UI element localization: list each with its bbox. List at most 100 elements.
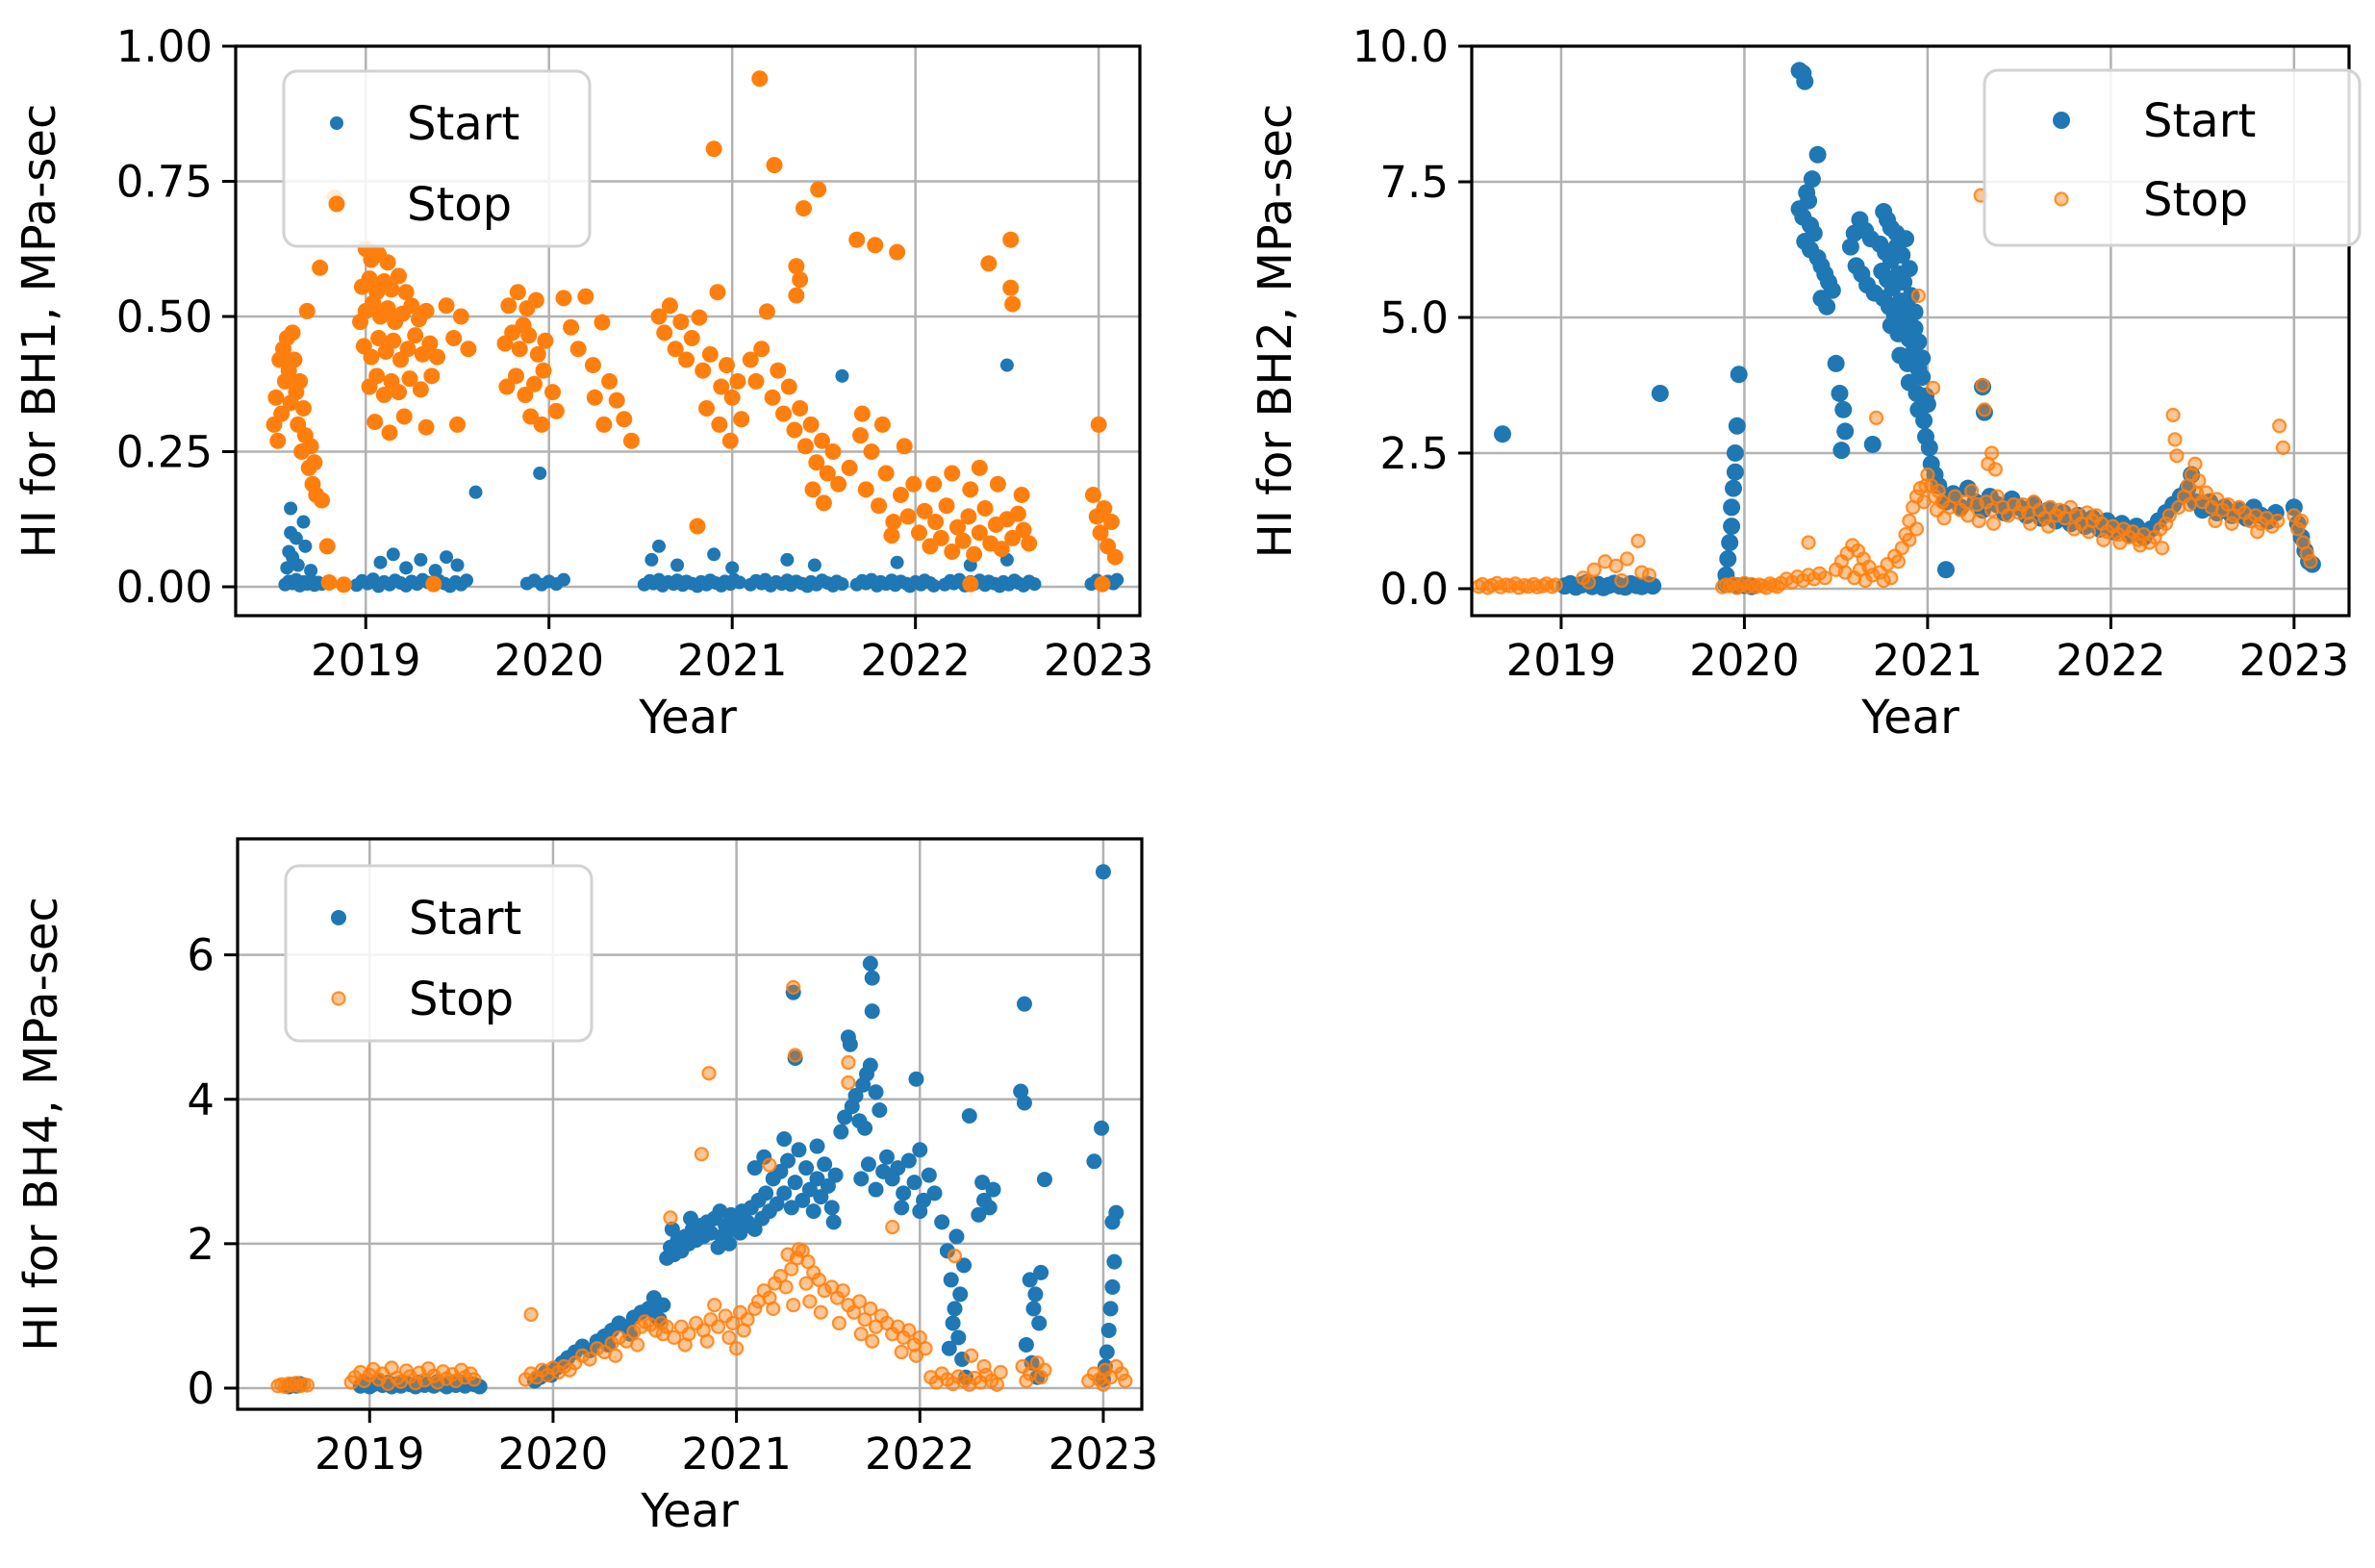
data-point-start — [1975, 403, 1993, 421]
data-point-stop — [905, 475, 922, 493]
data-point-start — [868, 1084, 884, 1100]
subplot-bh2: 2019 2020 2021 2022 2023 0.0 2.5 5.0 7.5 10.0 Year… — [1249, 21, 2362, 745]
data-point-start — [1651, 384, 1669, 402]
data-point-start — [783, 1200, 799, 1216]
data-point-start — [795, 1192, 811, 1208]
data-point-start — [890, 1160, 906, 1176]
data-point-stop — [1926, 380, 1941, 395]
data-point-stop — [2096, 532, 2111, 547]
data-point-stop — [537, 332, 554, 349]
data-point-start — [386, 547, 400, 562]
data-point-stop — [460, 341, 477, 358]
data-point-start — [912, 1142, 928, 1158]
data-point-start — [1721, 534, 1739, 552]
data-point-stop — [1090, 416, 1107, 433]
data-point-start — [1719, 549, 1737, 568]
data-point-start — [908, 1071, 924, 1087]
data-point-start — [1836, 422, 1855, 441]
x-tick-label: 2023 — [2239, 635, 2350, 686]
data-point-stop — [2275, 440, 2291, 455]
data-point-start — [1013, 1083, 1029, 1100]
data-point-start — [1936, 561, 1955, 579]
data-point-start — [471, 1378, 488, 1395]
data-point-start — [280, 561, 294, 575]
data-point-stop — [764, 389, 781, 406]
y-axis-label: HI for BH1, MPa-sec — [13, 104, 66, 559]
data-point-stop — [1983, 445, 2000, 461]
data-point-start — [1895, 273, 1913, 291]
data-point-stop — [2167, 432, 2183, 447]
x-axis-label: Year — [640, 1484, 739, 1538]
data-point-stop — [1586, 562, 1602, 577]
data-point-start — [725, 561, 740, 575]
data-point-stop — [1002, 231, 1020, 248]
data-point-stop — [841, 459, 858, 476]
data-point-stop — [1608, 558, 1624, 573]
data-point-stop — [683, 329, 700, 346]
data-point-start — [289, 531, 303, 545]
data-point-stop — [871, 497, 888, 515]
data-point-stop — [916, 502, 933, 519]
data-point-stop — [391, 267, 408, 285]
data-point-start — [1016, 1095, 1032, 1111]
data-point-stop — [299, 1378, 316, 1393]
data-point-stop — [421, 335, 439, 352]
data-point-start — [1831, 384, 1849, 402]
data-point-stop — [877, 465, 895, 482]
data-point-stop — [1964, 483, 1980, 499]
subplot-bh4: 2019 2020 2021 2022 2023 0 2 4 6 Year HI for BH4, … — [14, 837, 1158, 1538]
data-point-stop — [948, 518, 966, 536]
data-point-stop — [273, 405, 291, 422]
data-point-start — [296, 515, 311, 529]
data-point-stop — [582, 1352, 597, 1367]
data-point-start — [1086, 1153, 1102, 1170]
data-point-stop — [1971, 513, 1986, 529]
data-point-start — [809, 1138, 825, 1154]
legend-marker-stop-icon — [328, 195, 345, 213]
data-point-start — [864, 970, 880, 986]
data-point-stop — [947, 1249, 963, 1264]
data-point-stop — [989, 1377, 1004, 1392]
data-point-stop — [314, 492, 331, 509]
data-point-stop — [899, 508, 917, 525]
data-point-stop — [938, 497, 955, 515]
data-point-stop — [729, 1341, 745, 1356]
data-point-stop — [2290, 521, 2306, 537]
legend-marker-stop-icon — [2054, 191, 2069, 207]
data-point-stop — [1908, 521, 1925, 537]
data-point-stop — [438, 297, 455, 315]
data-point-stop — [656, 324, 673, 341]
data-point-stop — [711, 416, 728, 433]
data-point-stop — [335, 576, 352, 594]
data-point-stop — [705, 140, 722, 158]
data-point-stop — [577, 288, 594, 305]
data-point-stop — [813, 1304, 828, 1320]
data-point-stop — [770, 362, 787, 379]
data-point-stop — [630, 1337, 645, 1353]
data-point-stop — [993, 1364, 1008, 1380]
y-tick-label: 1.00 — [116, 21, 213, 72]
legend-label-stop: Stop — [2143, 173, 2248, 227]
data-point-start — [664, 1221, 680, 1237]
data-point-stop — [375, 386, 392, 403]
data-point-stop — [1975, 377, 1990, 393]
data-point-stop — [2169, 448, 2185, 464]
data-point-stop — [1985, 516, 2002, 531]
data-point-stop — [2155, 541, 2170, 556]
data-point-stop — [1876, 572, 1891, 589]
data-point-stop — [291, 372, 309, 390]
data-point-start — [864, 1003, 880, 1020]
data-point-stop — [525, 375, 543, 392]
y-tick-label: 0.0 — [1379, 564, 1449, 615]
x-tick-label: 2019 — [311, 635, 421, 686]
data-point-start — [1099, 1344, 1115, 1360]
data-point-start — [1893, 246, 1911, 265]
data-point-start — [776, 1131, 793, 1148]
data-point-stop — [269, 432, 287, 449]
data-point-stop — [863, 443, 880, 460]
data-point-start — [939, 1243, 955, 1259]
data-point-stop — [701, 345, 719, 363]
data-point-start — [428, 564, 442, 578]
data-point-stop — [2112, 535, 2128, 550]
